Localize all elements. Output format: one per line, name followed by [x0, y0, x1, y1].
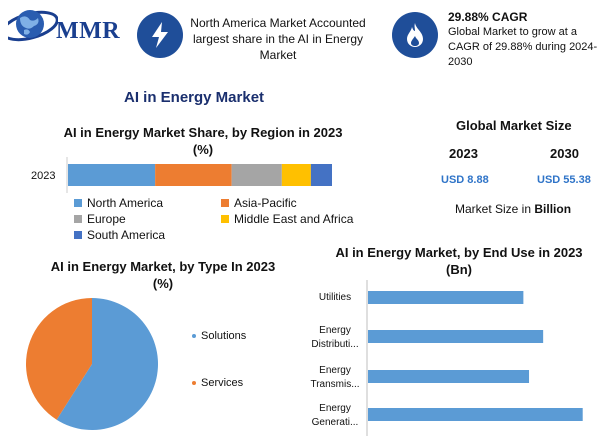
legend-north-america: North America — [74, 196, 163, 210]
legend-asia-pacific: Asia-Pacific — [221, 196, 297, 210]
region-segment-south-america — [310, 164, 332, 186]
pie-legend-label: Services — [201, 377, 244, 389]
region-category-label: 2023 — [31, 170, 55, 182]
end-use-chart-subtitle: (Bn) — [446, 262, 472, 277]
end-use-chart-title: AI in Energy Market, by End Use in 2023 … — [318, 244, 600, 278]
legend-label: South America — [87, 228, 166, 242]
type-chart-subtitle: (%) — [152, 276, 174, 291]
end-use-bar-2 — [368, 330, 544, 343]
lightning-bolt-icon — [137, 12, 183, 58]
pie-legend-dot — [192, 334, 196, 338]
type-chart-title-text: AI in Energy Market, by Type In 2023 — [50, 259, 276, 274]
global-size-value-2023: USD 8.88 — [441, 174, 489, 186]
region-chart-title: AI in Energy Market Share, by Region in … — [52, 124, 354, 158]
end-use-label-distribution: Energy Distributi... — [311, 325, 359, 350]
legend-label: North America — [87, 196, 164, 210]
region-segment-north-america — [68, 164, 156, 186]
legend-label: Asia-Pacific — [234, 196, 297, 210]
globe-icon — [8, 10, 58, 42]
cagr-description: Global Market to grow at a CAGR of 29.88… — [448, 26, 598, 68]
end-use-label-transmission: Energy Transmis... — [310, 365, 360, 390]
legend-swatch — [74, 231, 82, 239]
end-use-bar-4 — [368, 408, 583, 421]
unit-note-prefix: Market Size in — [455, 202, 535, 216]
north-america-note: North America Market Accounted largest s… — [190, 16, 366, 62]
legend-middle-east-africa: Middle East and Africa — [221, 212, 353, 226]
legend-swatch — [74, 215, 82, 223]
pie-slice-services — [26, 298, 92, 420]
legend-label: Middle East and Africa — [234, 212, 354, 226]
legend-swatch — [221, 199, 229, 207]
page-title: AI in Energy Market — [124, 89, 265, 106]
global-size-value-2030: USD 55.38 — [537, 174, 591, 186]
pie-legend-services: Services — [192, 377, 243, 389]
flame-icon — [392, 12, 438, 58]
legend-swatch — [74, 199, 82, 207]
legend-europe: Europe — [74, 212, 126, 226]
logo: MMR — [8, 4, 128, 48]
legend-south-america: South America — [74, 228, 165, 242]
region-chart-title-text: AI in Energy Market Share, by Region in … — [63, 125, 343, 140]
pie-legend-label: Solutions — [201, 330, 247, 342]
legend-label: Europe — [87, 212, 126, 226]
global-size-title: Global Market Size — [456, 118, 572, 133]
type-pie-chart — [26, 298, 158, 430]
end-use-chart-title-text: AI in Energy Market, by End Use in 2023 — [335, 245, 583, 260]
legend-swatch — [221, 215, 229, 223]
global-size-year-2030: 2030 — [550, 146, 579, 161]
unit-note-unit: Billion — [534, 202, 572, 216]
region-segment-europe — [231, 164, 282, 186]
logo-text: MMR — [56, 18, 121, 44]
end-use-bar-3 — [368, 370, 530, 383]
region-chart-subtitle: (%) — [192, 142, 214, 157]
type-chart-title: AI in Energy Market, by Type In 2023 (%) — [48, 258, 278, 292]
pie-legend-solutions: Solutions — [192, 330, 246, 342]
region-legend: North America Asia-Pacific Europe Middle… — [74, 196, 374, 246]
pie-slice-solutions — [56, 298, 158, 430]
region-bar-chart: 2023 — [31, 157, 332, 193]
cagr-title: 29.88% CAGR — [448, 10, 528, 24]
end-use-label-utilities: Utilities — [318, 292, 352, 303]
region-segment-middle-east-and-africa — [281, 164, 311, 186]
end-use-bar-chart — [366, 280, 583, 436]
pie-legend-dot — [192, 381, 196, 385]
global-size-year-2023: 2023 — [449, 146, 478, 161]
global-size-unit-note: Market Size in Billion — [455, 202, 571, 216]
region-segment-asia-pacific — [155, 164, 232, 186]
end-use-bar-1 — [368, 291, 524, 304]
end-use-label-generation: Energy Generati... — [311, 403, 359, 428]
